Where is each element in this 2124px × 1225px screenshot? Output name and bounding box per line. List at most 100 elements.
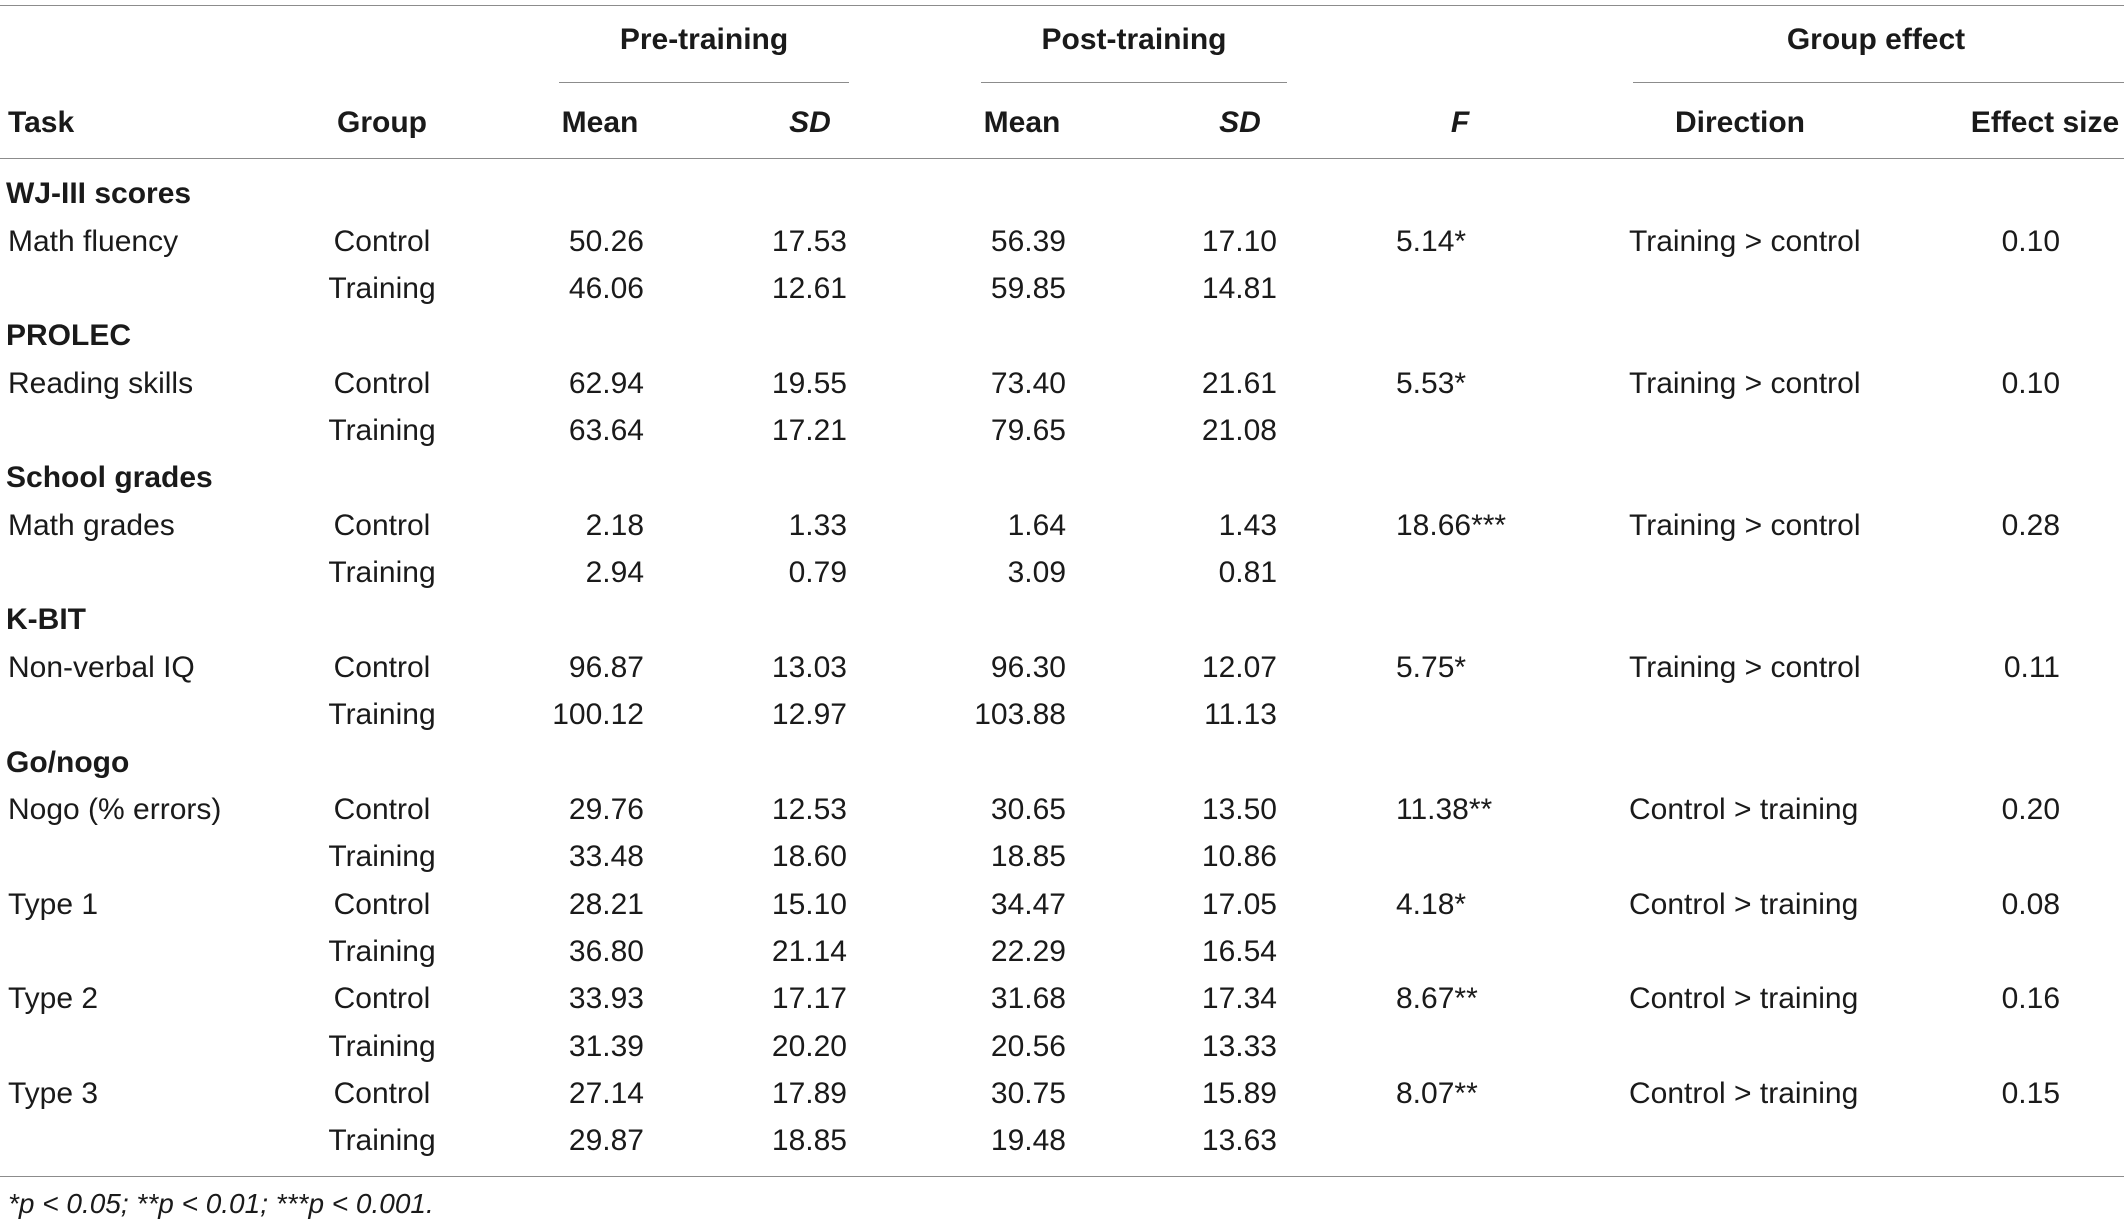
cell-group: Training [328, 556, 436, 589]
cell-post-sd: 0.81 [1218, 556, 1277, 589]
header-post-sd: SD [1219, 106, 1261, 139]
cell-direction: Control > training [1629, 1077, 1859, 1110]
cell-post-mean: 22.29 [990, 935, 1066, 968]
header-group-effect: Group effect [1786, 23, 1966, 56]
cell-pre-sd: 17.21 [771, 414, 847, 447]
cell-post-sd: 12.07 [1201, 651, 1277, 684]
cell-pre-mean: 28.21 [568, 888, 644, 921]
cell-pre-sd: 18.85 [771, 1124, 847, 1157]
cell-pre-mean: 33.48 [568, 840, 644, 873]
cell-direction: Training > control [1629, 651, 1861, 684]
cell-pre-sd: 12.97 [771, 698, 847, 731]
header-task: Task [8, 106, 75, 139]
cell-task: Nogo (% errors) [8, 793, 222, 826]
table-bottom-rule [0, 1176, 2124, 1177]
cell-post-mean: 59.85 [990, 272, 1066, 305]
cell-f: 5.53* [1396, 367, 1467, 400]
cell-post-sd: 13.50 [1201, 793, 1277, 826]
header-effect-size: Effect size [1970, 106, 2120, 139]
cell-post-mean: 19.48 [990, 1124, 1066, 1157]
cell-post-sd: 21.61 [1201, 367, 1277, 400]
cell-group: Training [328, 840, 436, 873]
cell-pre-sd: 0.79 [788, 556, 847, 589]
cell-post-sd: 15.89 [1201, 1077, 1277, 1110]
cell-group: Training [328, 1030, 436, 1063]
cell-pre-mean: 33.93 [568, 982, 644, 1015]
cell-post-mean: 1.64 [1007, 509, 1066, 542]
cell-pre-mean: 2.94 [585, 556, 644, 589]
cell-group: Control [333, 509, 431, 542]
cell-post-mean: 79.65 [990, 414, 1066, 447]
cell-task: Non-verbal IQ [8, 651, 195, 684]
cell-task: Type 3 [8, 1077, 99, 1110]
cell-pre-sd: 12.61 [771, 272, 847, 305]
cell-effect: 0.10 [2001, 367, 2060, 400]
cell-post-mean: 31.68 [990, 982, 1066, 1015]
cell-group: Control [333, 793, 431, 826]
section-heading: K-BIT [6, 603, 86, 636]
cell-f: 18.66*** [1396, 509, 1507, 542]
footnote: *p < 0.05; **p < 0.01; ***p < 0.001. [8, 1188, 434, 1219]
cell-pre-sd: 20.20 [771, 1030, 847, 1063]
cell-post-sd: 17.05 [1201, 888, 1277, 921]
cell-post-sd: 17.34 [1201, 982, 1277, 1015]
cell-task: Type 1 [8, 888, 99, 921]
cell-pre-mean: 29.87 [568, 1124, 644, 1157]
cell-group: Control [333, 888, 431, 921]
header-direction: Direction [1674, 106, 1806, 139]
cell-post-mean: 34.47 [990, 888, 1066, 921]
cell-effect: 0.11 [2003, 651, 2060, 684]
cell-post-mean: 56.39 [990, 225, 1066, 258]
cell-direction: Control > training [1629, 982, 1859, 1015]
cell-task: Type 2 [8, 982, 99, 1015]
cell-pre-mean: 46.06 [568, 272, 644, 305]
cell-group: Training [328, 935, 436, 968]
cell-f: 11.38** [1396, 793, 1493, 826]
section-heading: WJ-III scores [6, 177, 192, 210]
cell-pre-mean: 96.87 [568, 651, 644, 684]
section-heading: School grades [6, 461, 213, 494]
cell-direction: Control > training [1629, 793, 1859, 826]
cell-group: Control [333, 982, 431, 1015]
cell-task: Math grades [8, 509, 175, 542]
cell-group: Control [333, 225, 431, 258]
post-training-underline [981, 82, 1287, 83]
cell-pre-sd: 12.53 [771, 793, 847, 826]
group-effect-underline [1633, 82, 2124, 83]
section-heading: PROLEC [6, 319, 132, 352]
cell-post-sd: 10.86 [1201, 840, 1277, 873]
header-post-training: Post-training [1041, 23, 1227, 56]
cell-pre-sd: 1.33 [788, 509, 847, 542]
cell-pre-sd: 17.89 [771, 1077, 847, 1110]
cell-post-mean: 96.30 [990, 651, 1066, 684]
cell-direction: Training > control [1629, 225, 1861, 258]
cell-post-sd: 21.08 [1201, 414, 1277, 447]
cell-f: 8.07** [1396, 1077, 1478, 1110]
cell-pre-sd: 15.10 [771, 888, 847, 921]
cell-pre-sd: 17.17 [771, 982, 847, 1015]
cell-post-mean: 3.09 [1007, 556, 1066, 589]
cell-pre-sd: 19.55 [771, 367, 847, 400]
cell-pre-mean: 36.80 [568, 935, 644, 968]
cell-group: Training [328, 1124, 436, 1157]
cell-pre-mean: 29.76 [568, 793, 644, 826]
cell-direction: Control > training [1629, 888, 1859, 921]
cell-pre-mean: 100.12 [552, 698, 644, 731]
top-rule [0, 5, 2124, 6]
cell-direction: Training > control [1629, 367, 1861, 400]
cell-f: 4.18* [1396, 888, 1467, 921]
section-heading: Go/nogo [6, 746, 130, 779]
header-bottom-rule [0, 158, 2124, 159]
cell-task: Math fluency [8, 225, 179, 258]
header-group: Group [337, 106, 427, 139]
cell-post-mean: 18.85 [990, 840, 1066, 873]
cell-effect: 0.28 [2001, 509, 2060, 542]
cell-effect: 0.10 [2001, 225, 2060, 258]
cell-post-mean: 30.65 [990, 793, 1066, 826]
cell-post-sd: 13.63 [1201, 1124, 1277, 1157]
cell-group: Training [328, 414, 436, 447]
cell-group: Training [328, 698, 436, 731]
cell-pre-sd: 21.14 [771, 935, 847, 968]
cell-pre-sd: 17.53 [771, 225, 847, 258]
cell-post-mean: 103.88 [974, 698, 1066, 731]
